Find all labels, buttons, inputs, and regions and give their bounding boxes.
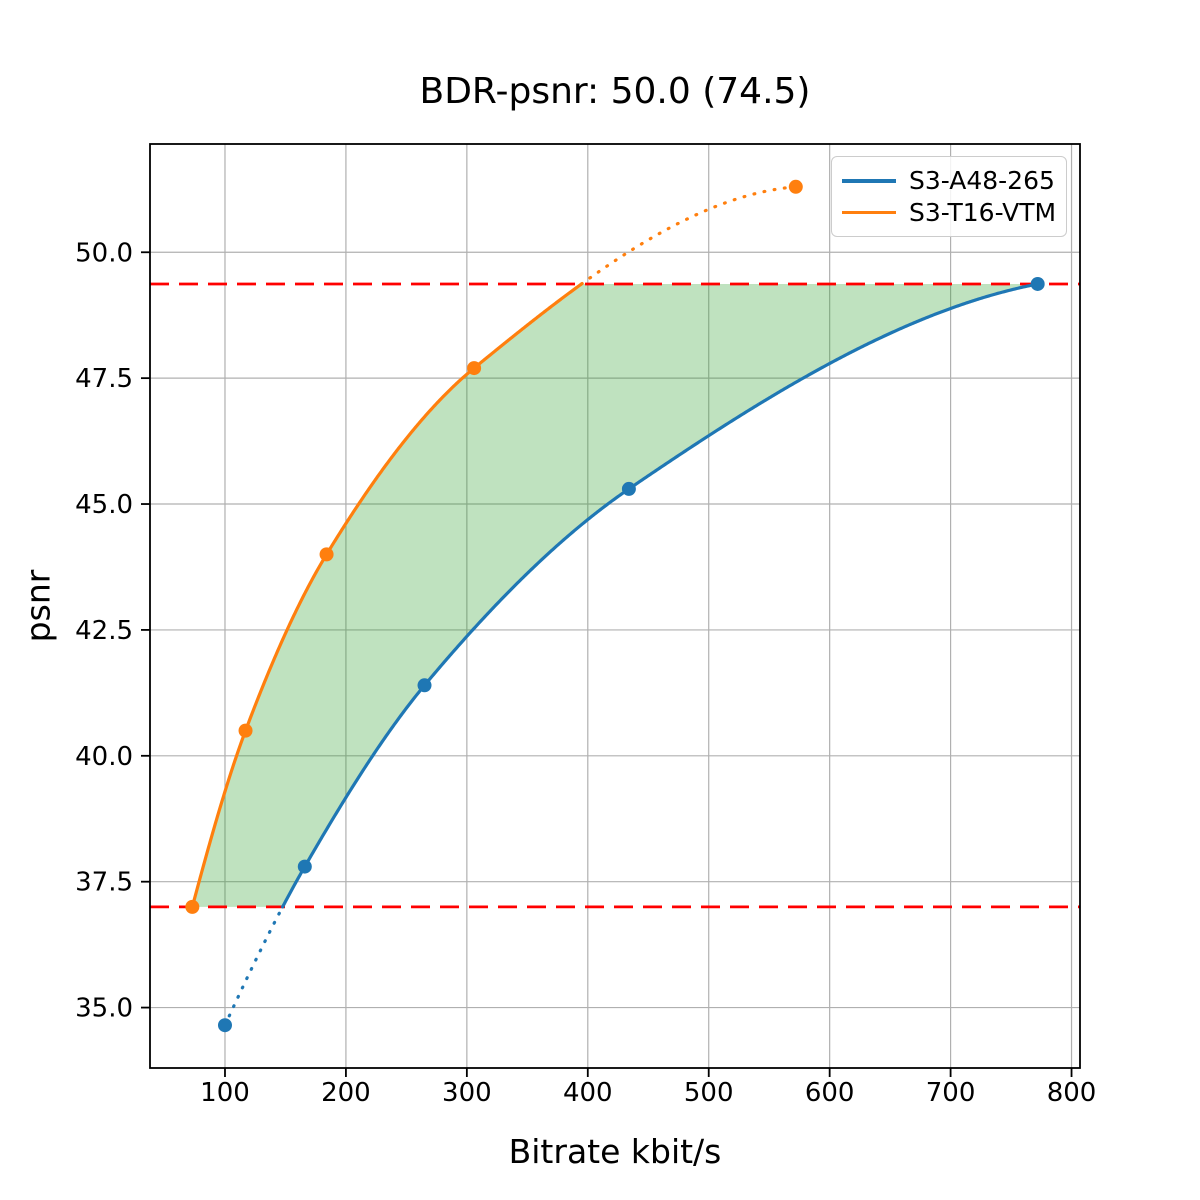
legend-label: S3-A48-265: [909, 166, 1055, 196]
legend-item: S3-A48-265: [842, 168, 1056, 193]
data-point-marker: [238, 723, 253, 738]
data-point-marker: [417, 678, 432, 693]
data-point-marker: [621, 481, 636, 496]
x-tick-label: 700: [926, 1078, 976, 1108]
data-point-marker: [217, 1018, 232, 1033]
legend-line-sample-icon: [842, 210, 896, 214]
y-tick-label: 37.5: [75, 868, 133, 898]
x-axis-label: Bitrate kbit/s: [508, 1132, 722, 1171]
series-curve-dotted: [223, 905, 285, 1027]
legend-line-sample-icon: [842, 179, 896, 183]
data-point-marker: [467, 361, 482, 376]
data-point-marker: [297, 859, 312, 874]
x-tick-label: 200: [321, 1078, 371, 1108]
series-curve-dotted: [579, 185, 798, 286]
chart-title: BDR-psnr: 50.0 (74.5): [419, 71, 811, 112]
legend-label: S3-T16-VTM: [909, 197, 1057, 227]
bd-fill-region: [192, 283, 1038, 907]
x-tick-label: 500: [684, 1078, 734, 1108]
y-tick-label: 47.5: [75, 364, 133, 394]
x-tick-label: 600: [805, 1078, 855, 1108]
x-tick-label: 100: [200, 1078, 250, 1108]
y-tick-label: 45.0: [75, 490, 133, 520]
data-point-marker: [1030, 276, 1045, 291]
series-curve-solid: [281, 282, 1040, 909]
y-tick-label: 40.0: [75, 742, 133, 772]
x-tick-label: 300: [442, 1078, 492, 1108]
data-point-marker: [185, 899, 200, 914]
x-tick-label: 400: [563, 1078, 613, 1108]
axes-spines: [149, 143, 1081, 1069]
legend-item: S3-T16-VTM: [842, 200, 1056, 225]
data-point-marker: [788, 179, 803, 194]
data-point-marker: [319, 547, 334, 562]
x-tick-label: 800: [1047, 1078, 1097, 1108]
legend: S3-A48-265 S3-T16-VTM: [831, 156, 1067, 237]
y-tick-label: 42.5: [75, 616, 133, 646]
series-curve-solid: [190, 282, 584, 909]
y-tick-label: 35.0: [75, 994, 133, 1024]
y-tick-label: 50.0: [75, 238, 133, 268]
